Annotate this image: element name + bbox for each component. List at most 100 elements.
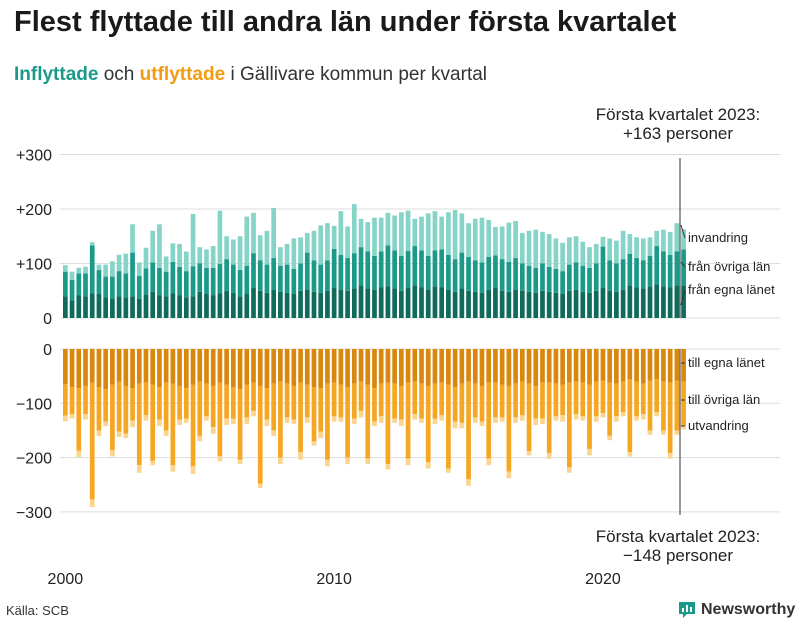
bar-in-segment [304,252,310,290]
bar-in-segment [472,291,478,318]
bar-in-segment [526,291,532,318]
y-tick-label: −200 [16,451,52,468]
bar-in-segment [466,256,471,291]
annotations: Första kvartalet 2023: +163 personer För… [596,105,760,565]
bar-out-segment [63,384,68,416]
bar-in-segment [378,287,384,318]
bar-out-segment [244,384,250,418]
bar-in-segment [533,267,539,293]
bar-out-segment [419,349,424,384]
bar-in-segment [634,237,639,259]
bar-out-segment [540,418,545,424]
bar-in-segment [661,286,666,318]
bar-in-segment [385,212,391,246]
bar-in-segment [432,286,438,318]
series-label-leader [680,224,686,239]
bar-out-segment [123,349,129,386]
bar-out-segment [412,414,418,420]
bar-out-segment [567,382,572,468]
bar-out-segment [351,418,357,424]
bar-in-segment [123,297,129,318]
bar-out-segment [237,459,243,465]
bar-in-segment [237,296,243,318]
bar-out-segment [224,418,229,426]
bar-in-segment [311,291,317,318]
bar-in-segment [567,264,572,291]
series-label-leader [680,261,686,268]
bar-out-segment [378,383,384,417]
bar-in-segment [204,294,209,318]
bar-in-segment [466,290,471,318]
bar-out-segment [681,349,686,382]
bar-out-segment [372,388,377,422]
bar-out-segment [546,349,552,383]
bar-in-segment [405,288,411,318]
bar-out-segment [607,382,613,436]
bar-in-segment [627,285,633,318]
bar-out-segment [130,388,135,421]
bar-out-segment [103,349,109,390]
bar-in-segment [163,271,169,297]
bar-in-segment [385,286,391,318]
bar-out-segment [69,387,75,415]
bar-in-segment [278,291,283,318]
bar-in-segment [170,243,176,262]
bar-in-segment [284,292,290,318]
bar-out-segment [647,430,653,435]
bar-out-segment [378,349,384,384]
bar-out-segment [452,387,458,422]
bar-in-segment [291,294,297,318]
bar-in-segment [667,287,673,318]
bar-in-segment [412,285,418,318]
bar-out-segment [425,349,431,386]
bar-out-segment [459,383,465,423]
bar-in-segment [614,263,619,292]
bar-in-segment [304,232,310,253]
bar-out-segment [600,413,606,418]
y-tick-label: +200 [16,202,52,219]
bar-out-segment [499,417,505,422]
bar-in-segment [640,238,646,261]
bar-out-segment [661,430,666,435]
bar-out-segment [251,410,256,417]
bar-out-segment [345,349,350,388]
bar-out-segment [681,381,686,427]
bar-in-segment [526,230,532,266]
bar-in-segment [600,246,606,289]
bar-in-segment [136,298,142,318]
bar-in-segment [224,290,229,318]
bar-out-segment [540,349,545,383]
bar-in-segment [519,232,525,264]
bar-out-segment [177,419,182,426]
logo-text: Newsworthy [701,601,796,618]
bar-out-segment [432,349,438,384]
x-tick-label: 2010 [316,571,352,588]
bar-in-segment [560,294,565,318]
bar-out-segment [217,349,223,383]
bar-out-segment [311,441,317,446]
bar-out-segment [600,380,606,414]
bar-in-segment [298,263,303,291]
bar-out-segment [540,382,545,419]
bar-in-segment [351,253,357,289]
bar-in-segment [190,266,196,297]
bar-out-segment [446,349,451,385]
bar-out-segment [170,349,176,384]
bar-out-segment [217,382,223,456]
bar-out-segment [365,384,371,459]
bar-out-segment [647,380,653,431]
y-tick-label: 0 [43,342,52,359]
bar-out-segment [83,414,88,420]
bar-groups [63,204,686,508]
bar-out-segment [143,349,149,383]
series-label-out: utvandring [688,418,749,433]
bar-out-segment [452,421,458,429]
bar-out-segment [318,388,324,432]
bar-in-segment [130,252,135,297]
bar-out-segment [298,452,303,460]
bar-out-segment [567,349,572,383]
bar-out-segment [204,416,209,421]
bar-in-segment [372,217,377,256]
bar-in-segment [674,223,680,252]
bar-in-segment [197,291,203,318]
